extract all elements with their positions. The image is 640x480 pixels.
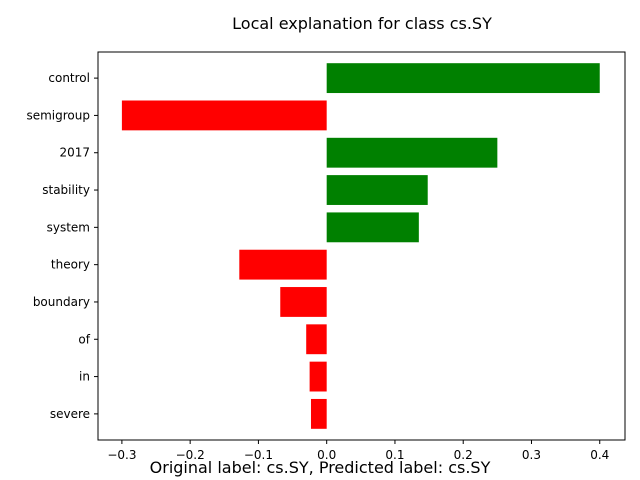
y-tick-label: semigroup <box>26 108 90 122</box>
plot-frame <box>97 51 626 441</box>
bar-boundary <box>280 287 327 317</box>
x-axis-ticks: −0.3 −0.2 −0.1 0.0 0.1 0.2 0.3 0.4 <box>107 440 609 462</box>
bar-theory <box>239 249 327 280</box>
y-tick-label: of <box>78 332 90 346</box>
chart-title: Local explanation for class cs.SY <box>232 14 492 33</box>
label-caption: Original label: cs.SY, Predicted label: … <box>149 458 491 477</box>
y-tick-label: system <box>47 220 90 234</box>
y-tick-label: severe <box>50 407 90 421</box>
x-tick-label: −0.3 <box>107 448 136 462</box>
bar-semigroup <box>121 100 327 131</box>
y-axis-ticks: control semigroup 2017 stability system theor… <box>26 71 98 421</box>
bar-control <box>326 63 600 94</box>
x-tick-label: 0.0 <box>317 448 336 462</box>
bar-stability <box>326 175 428 205</box>
y-tick-label: 2017 <box>59 146 90 160</box>
x-tick-label: 0.4 <box>590 448 609 462</box>
bar-severe <box>310 398 327 429</box>
x-tick-label: −0.2 <box>176 448 205 462</box>
bar-system <box>326 212 419 243</box>
bar-of <box>306 324 327 355</box>
x-tick-label: 0.1 <box>385 448 404 462</box>
y-tick-label: in <box>79 370 90 384</box>
y-tick-label: control <box>48 71 90 85</box>
x-tick-label: −0.1 <box>244 448 273 462</box>
bar-2017 <box>326 137 498 168</box>
bar-in <box>309 361 327 392</box>
y-tick-label: stability <box>42 183 90 197</box>
bars-group <box>121 63 600 429</box>
x-tick-label: 0.2 <box>454 448 473 462</box>
y-tick-label: boundary <box>33 295 90 309</box>
x-tick-label: 0.3 <box>522 448 541 462</box>
y-tick-label: theory <box>51 258 90 272</box>
